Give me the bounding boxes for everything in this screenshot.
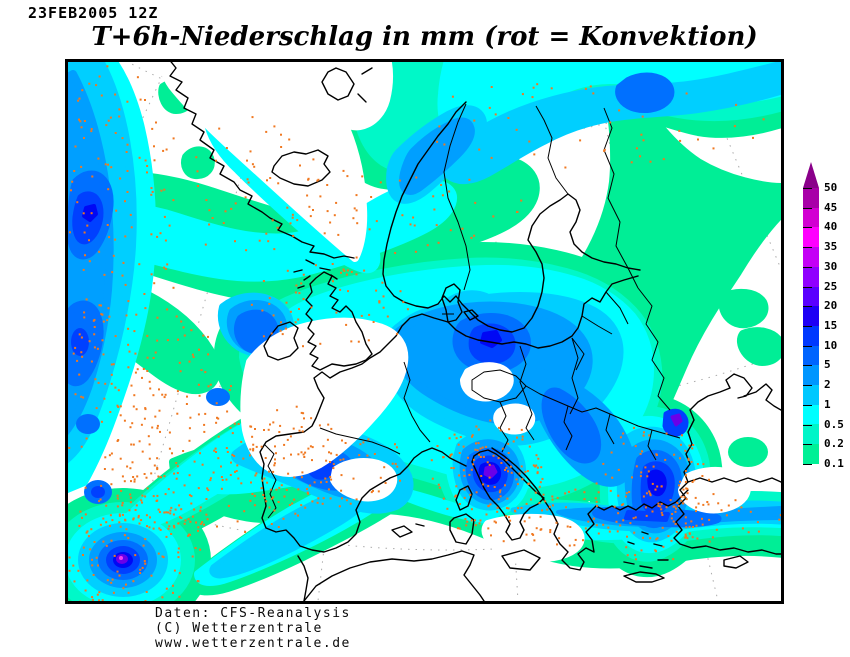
legend-value-label: 35 (824, 240, 838, 254)
legend-tick (803, 345, 812, 347)
legend-color-segment (803, 306, 819, 326)
attribution-website: www.wetterzentrale.de (155, 636, 351, 651)
date-stamp: 23FEB2005 12Z (28, 4, 159, 22)
legend-color-segment (803, 365, 819, 386)
legend-value-label: 30 (824, 259, 838, 273)
legend-tick (803, 286, 812, 288)
legend-tick (803, 266, 812, 268)
legend-value-label: 45 (824, 200, 838, 214)
legend-value-label: 1 (824, 397, 831, 411)
legend-value-label: 40 (824, 220, 838, 234)
legend-color-segment (803, 207, 819, 228)
legend-tick (803, 247, 812, 249)
legend-value-label: 2 (824, 378, 831, 392)
legend-tick (803, 385, 812, 387)
legend-tick (803, 444, 812, 446)
legend-value-label: 5 (824, 358, 831, 372)
legend-color-segment (803, 424, 819, 445)
map-canvas (68, 62, 781, 601)
legend-value-label: 0.5 (824, 417, 844, 431)
legend-color-segment (803, 188, 819, 208)
legend-tick (803, 464, 812, 465)
attribution-copyright: (C) Wetterzentrale (155, 621, 323, 636)
legend-value-label: 0.2 (824, 437, 844, 451)
attribution-data-source: Daten: CFS-Reanalysis (155, 606, 351, 621)
legend-arrow-icon (803, 162, 819, 188)
legend-tick (803, 306, 812, 308)
legend-tick (803, 326, 812, 327)
legend-color-segment (803, 385, 819, 405)
legend-value-label: 50 (824, 180, 838, 194)
legend-color-segment (803, 247, 819, 267)
legend-value-label: 10 (824, 338, 838, 352)
legend-tick (803, 424, 812, 426)
legend-value-label: 15 (824, 318, 838, 332)
legend-color-segment (803, 286, 819, 307)
legend-color-segment (803, 266, 819, 287)
legend-tick (803, 365, 812, 367)
legend-color-segment (803, 404, 819, 425)
map-title: T+6h-Niederschlag in mm (rot = Konvektio… (91, 22, 758, 52)
attribution: Daten: CFS-Reanalysis (C) Wetterzentrale… (155, 606, 351, 651)
legend-color-segment (803, 227, 819, 248)
legend-colorbar (803, 188, 819, 464)
legend-tick (803, 188, 812, 189)
legend-value-label: 25 (824, 279, 838, 293)
europe-precipitation-map (65, 59, 784, 604)
legend-value-label: 20 (824, 299, 838, 313)
legend-tick (803, 207, 812, 209)
legend-color-segment (803, 444, 819, 464)
legend-value-label: 0.1 (824, 456, 844, 470)
legend-tick (803, 404, 812, 406)
legend-color-segment (803, 345, 819, 366)
legend-tick (803, 227, 812, 229)
precipitation-legend: 50 45 40 35 30 25 20 15 10 5 2 1 0.5 0.2 0.1 (803, 160, 849, 472)
legend-color-segment (803, 325, 819, 346)
